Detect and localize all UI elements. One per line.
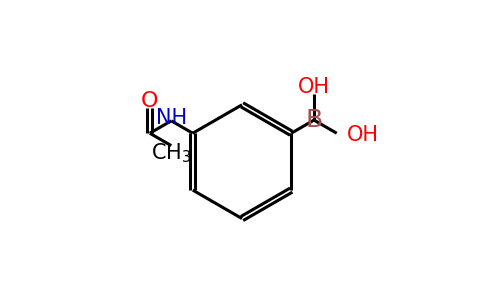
Text: O: O: [141, 91, 159, 111]
Text: B: B: [305, 108, 323, 132]
Text: OH: OH: [298, 77, 330, 98]
Text: OH: OH: [347, 125, 379, 145]
Text: NH: NH: [156, 108, 187, 128]
Text: CH$_3$: CH$_3$: [151, 141, 192, 165]
